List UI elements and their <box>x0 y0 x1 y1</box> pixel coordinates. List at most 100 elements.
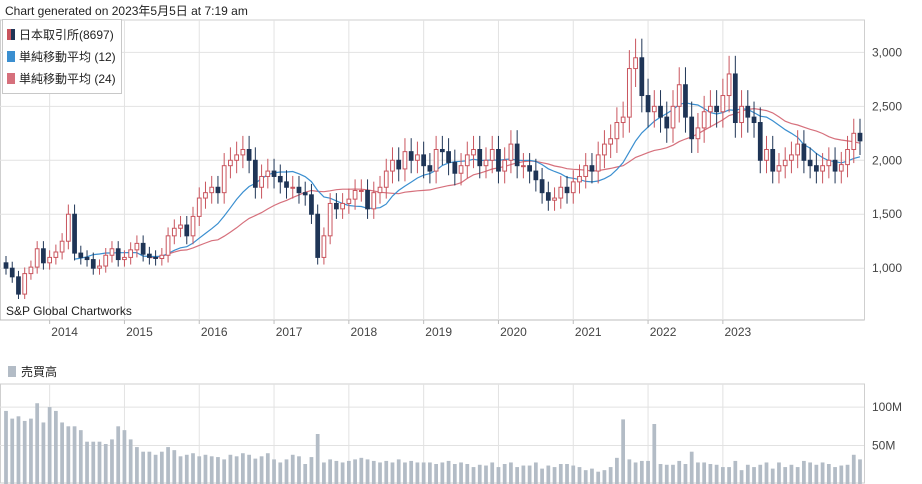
volume-bar <box>733 460 738 484</box>
sma24-swatch-icon <box>7 72 15 84</box>
candle-up <box>321 235 327 258</box>
candle-down <box>84 256 90 261</box>
candle-up <box>47 256 53 264</box>
volume-bar <box>795 467 800 484</box>
volume-bar <box>714 464 719 484</box>
candle-down <box>153 256 158 259</box>
y-tick-label: 2,000 <box>872 153 902 167</box>
candle-up <box>34 248 40 268</box>
candle-down <box>271 170 277 177</box>
volume-bar <box>596 471 601 484</box>
volume-bar <box>53 410 58 484</box>
volume-bar <box>739 470 744 484</box>
volume-bar <box>627 459 632 484</box>
candle-down <box>714 105 719 113</box>
candle-down <box>90 259 96 269</box>
sma12-swatch-icon <box>7 50 15 62</box>
candle-up <box>209 186 215 194</box>
volume-bar <box>222 459 227 484</box>
volume-bar <box>103 444 108 484</box>
x-tick-label: 2020 <box>500 325 527 339</box>
legend-item-sma24[interactable]: 単純移動平均 (24) <box>3 67 121 89</box>
volume-bar <box>309 457 314 484</box>
volume-bar <box>10 418 15 484</box>
candle-down <box>184 224 190 237</box>
candle-up <box>371 192 377 210</box>
volume-bar <box>683 464 688 484</box>
candle-up <box>234 154 240 161</box>
volume-bar <box>191 453 195 484</box>
candle-up <box>670 105 676 129</box>
x-tick-label: 2022 <box>650 325 677 339</box>
volume-bar <box>340 462 345 484</box>
candle-up <box>602 143 607 156</box>
candle-up <box>28 266 34 275</box>
volume-bar <box>284 459 289 484</box>
x-tick-label: 2015 <box>126 325 153 339</box>
candle-up <box>701 111 707 129</box>
volume-bar <box>378 462 382 484</box>
volume-bar <box>390 462 395 484</box>
candle-down <box>284 181 289 188</box>
volume-bar <box>297 456 301 484</box>
volume-bar <box>91 441 96 484</box>
volume-bar <box>802 460 806 484</box>
candle-up <box>122 256 127 261</box>
volume-bars-layer <box>4 403 862 484</box>
volume-bar <box>515 467 520 484</box>
volume-bar <box>633 462 638 484</box>
y-tick-label: 3,000 <box>872 45 902 59</box>
volume-bar <box>702 462 707 484</box>
candle-down <box>589 165 595 172</box>
volume-bar <box>502 464 507 484</box>
candle-up <box>708 105 713 113</box>
volume-bar <box>521 465 526 484</box>
candle-up <box>695 127 701 140</box>
candle-up <box>471 148 476 156</box>
volume-bar <box>527 465 532 484</box>
candle-down <box>408 151 414 161</box>
volume-bar <box>147 451 152 484</box>
candle-up <box>377 186 383 194</box>
candle-down <box>427 165 433 172</box>
volume-bar <box>608 467 613 484</box>
legend-item-stock[interactable]: 日本取引所(8697) <box>3 23 121 45</box>
x-tick-label: 2017 <box>276 325 303 339</box>
candle-up <box>633 57 638 70</box>
candle-down <box>813 165 819 172</box>
candle-up <box>508 143 514 161</box>
volume-bar <box>826 464 831 484</box>
candle-down <box>296 186 302 194</box>
volume-bar <box>47 407 52 484</box>
candle-up <box>464 154 470 167</box>
candle-up <box>845 148 850 166</box>
candle-up <box>352 190 358 200</box>
volume-legend[interactable]: 売買高 <box>8 363 57 380</box>
candle-up <box>826 159 832 167</box>
candle-up <box>583 165 589 177</box>
volume-bar <box>290 454 295 484</box>
volume-bar <box>128 439 133 484</box>
candle-down <box>78 252 84 258</box>
volume-bar <box>29 418 33 484</box>
legend-label-stock: 日本取引所(8697) <box>19 27 114 42</box>
candle-down <box>246 148 252 161</box>
legend-item-sma12[interactable]: 単純移動平均 (12) <box>3 45 121 67</box>
volume-panel-frame <box>0 383 865 484</box>
volume-bar <box>247 454 251 484</box>
candle-down <box>689 116 695 140</box>
volume-bar <box>639 460 644 484</box>
candle-up <box>820 165 825 172</box>
volume-bar <box>777 462 781 484</box>
candle-down <box>801 143 807 161</box>
y-tick-label: 1,000 <box>872 261 902 275</box>
candle-down <box>446 151 451 163</box>
volume-bar <box>415 462 420 484</box>
volume-bar <box>565 464 569 484</box>
candle-up <box>340 202 345 210</box>
volume-bar <box>60 422 64 484</box>
candle-up <box>171 227 177 237</box>
volume-bar <box>371 460 376 484</box>
volume-bar <box>727 467 731 484</box>
volume-bar <box>334 460 339 484</box>
